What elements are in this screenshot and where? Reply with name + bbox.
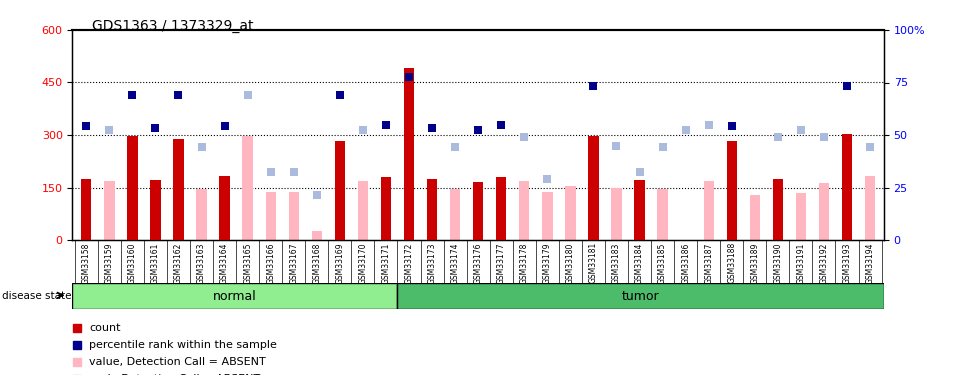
- Text: GSM33163: GSM33163: [197, 242, 206, 284]
- Text: GSM33180: GSM33180: [566, 242, 575, 284]
- Bar: [404, 69, 414, 240]
- Bar: [128, 136, 137, 240]
- Bar: [611, 188, 622, 240]
- Bar: [242, 136, 253, 240]
- Bar: [588, 136, 599, 240]
- Bar: [773, 179, 783, 240]
- Text: GSM33194: GSM33194: [866, 242, 874, 284]
- Bar: [81, 179, 92, 240]
- Bar: [219, 176, 230, 240]
- Bar: [726, 141, 737, 240]
- Text: GSM33178: GSM33178: [520, 242, 528, 284]
- Bar: [72, 283, 397, 309]
- Text: value, Detection Call = ABSENT: value, Detection Call = ABSENT: [90, 357, 266, 367]
- Bar: [519, 181, 529, 240]
- Bar: [796, 193, 806, 240]
- Text: GSM33192: GSM33192: [819, 242, 829, 284]
- Text: GSM33190: GSM33190: [774, 242, 782, 284]
- Text: GSM33173: GSM33173: [428, 242, 437, 284]
- Bar: [865, 176, 875, 240]
- Text: GSM33172: GSM33172: [405, 242, 413, 284]
- Text: GSM33193: GSM33193: [842, 242, 851, 284]
- Text: GSM33158: GSM33158: [82, 242, 91, 284]
- Text: GSM33187: GSM33187: [704, 242, 713, 284]
- Text: GSM33186: GSM33186: [681, 242, 690, 284]
- Bar: [703, 181, 714, 240]
- Bar: [841, 134, 852, 240]
- Text: GSM33181: GSM33181: [589, 242, 598, 284]
- Text: GSM33169: GSM33169: [335, 242, 344, 284]
- Text: GSM33191: GSM33191: [796, 242, 806, 284]
- Text: GDS1363 / 1373329_at: GDS1363 / 1373329_at: [92, 19, 253, 33]
- Text: GSM33162: GSM33162: [174, 242, 183, 284]
- Text: GSM33189: GSM33189: [751, 242, 759, 284]
- Bar: [104, 181, 115, 240]
- Text: count: count: [90, 323, 121, 333]
- Text: GSM33171: GSM33171: [382, 242, 390, 284]
- Bar: [357, 181, 368, 240]
- Bar: [312, 231, 322, 240]
- Bar: [473, 182, 483, 240]
- Text: GSM33177: GSM33177: [497, 242, 506, 284]
- Text: GSM33170: GSM33170: [358, 242, 367, 284]
- Text: normal: normal: [213, 290, 257, 303]
- Text: GSM33161: GSM33161: [151, 242, 160, 284]
- Text: GSM33174: GSM33174: [450, 242, 460, 284]
- Text: GSM33160: GSM33160: [128, 242, 137, 284]
- Bar: [542, 192, 553, 240]
- Bar: [289, 192, 298, 240]
- Bar: [658, 189, 668, 240]
- Text: GSM33188: GSM33188: [727, 242, 736, 284]
- Bar: [196, 189, 207, 240]
- Bar: [427, 179, 438, 240]
- Text: GSM33159: GSM33159: [105, 242, 114, 284]
- Text: percentile rank within the sample: percentile rank within the sample: [90, 340, 277, 350]
- Bar: [151, 180, 160, 240]
- Bar: [496, 177, 506, 240]
- Text: disease state: disease state: [2, 291, 71, 301]
- Text: tumor: tumor: [622, 290, 659, 303]
- Text: GSM33164: GSM33164: [220, 242, 229, 284]
- Text: rank, Detection Call = ABSENT: rank, Detection Call = ABSENT: [90, 374, 261, 375]
- Text: GSM33166: GSM33166: [267, 242, 275, 284]
- Bar: [635, 180, 644, 240]
- Bar: [381, 177, 391, 240]
- Bar: [397, 283, 884, 309]
- Text: GSM33176: GSM33176: [473, 242, 483, 284]
- Text: GSM33184: GSM33184: [635, 242, 644, 284]
- Text: GSM33167: GSM33167: [289, 242, 298, 284]
- Text: GSM33179: GSM33179: [543, 242, 552, 284]
- Text: GSM33183: GSM33183: [612, 242, 621, 284]
- Bar: [173, 138, 184, 240]
- Bar: [334, 141, 345, 240]
- Bar: [565, 186, 576, 240]
- Text: GSM33185: GSM33185: [658, 242, 668, 284]
- Bar: [819, 183, 829, 240]
- Text: GSM33165: GSM33165: [243, 242, 252, 284]
- Bar: [450, 189, 461, 240]
- Bar: [750, 195, 760, 240]
- Text: GSM33168: GSM33168: [312, 242, 322, 284]
- Bar: [266, 192, 276, 240]
